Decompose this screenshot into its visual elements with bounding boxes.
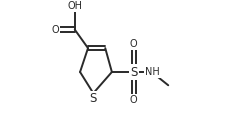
Text: S: S <box>90 92 97 105</box>
Text: NH: NH <box>145 67 160 77</box>
Text: O: O <box>130 39 138 49</box>
Text: O: O <box>51 25 59 35</box>
Text: O: O <box>130 95 138 105</box>
Text: OH: OH <box>67 1 82 11</box>
Text: S: S <box>130 65 137 79</box>
